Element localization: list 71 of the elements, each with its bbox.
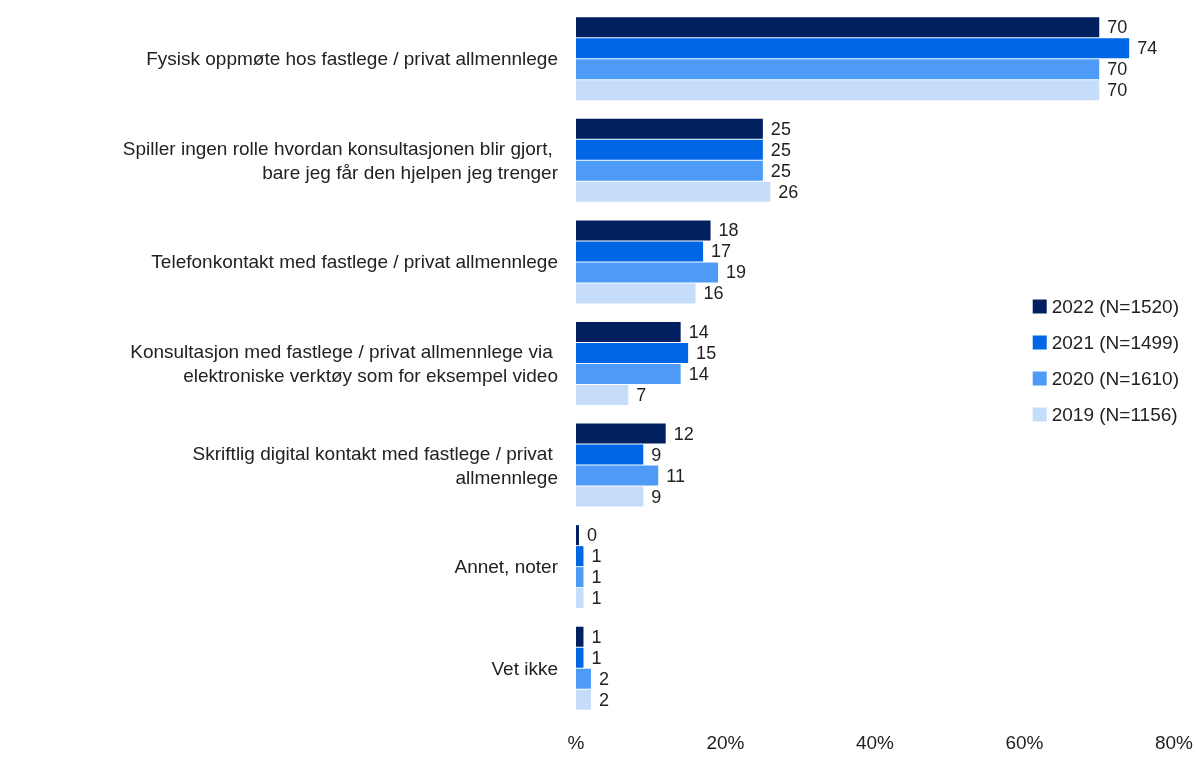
data-label: 70 [1107, 59, 1128, 80]
legend-label: 2020 (N=1610) [1051, 368, 1180, 389]
x-tick-label: % [567, 732, 585, 753]
x-tick-label: 80% [1154, 732, 1194, 753]
data-label: 2 [598, 689, 609, 710]
data-label: 0 [587, 525, 598, 546]
y-tick-label: Konsultasjon med fastlege / privat allmennlege via elektroniske verktøy som for eksempel video [130, 341, 558, 386]
data-label: 1 [591, 588, 602, 609]
data-label: 25 [770, 160, 791, 181]
data-label: 7 [636, 385, 647, 405]
data-label: 25 [770, 118, 791, 139]
bar [576, 364, 681, 384]
data-label: 18 [718, 220, 739, 241]
data-label: 70 [1107, 80, 1128, 101]
y-tick-label: Vet ikke [491, 657, 558, 679]
bar [576, 220, 711, 241]
data-label: 26 [778, 181, 799, 202]
bar [576, 160, 763, 181]
bar [576, 423, 666, 444]
data-label: 19 [726, 262, 747, 283]
bar [576, 322, 681, 342]
bar [576, 668, 591, 689]
bar [576, 647, 584, 668]
bar [576, 283, 696, 304]
data-label: 15 [696, 343, 717, 363]
x-tick-label: 60% [1005, 732, 1044, 753]
bar [576, 486, 644, 507]
bar [576, 17, 1100, 38]
data-label: 1 [591, 647, 602, 668]
data-label: 9 [651, 486, 662, 507]
data-label: 9 [651, 444, 662, 465]
bar [576, 118, 763, 139]
bar [576, 80, 1100, 101]
data-label: 74 [1137, 38, 1158, 59]
bar [576, 139, 763, 160]
bar [576, 241, 704, 262]
data-label: 1 [591, 626, 602, 647]
data-label: 14 [688, 364, 709, 384]
data-label: 70 [1107, 17, 1128, 38]
y-tick-label: Spiller ingen rolle hvordan konsultasjonen blir gjort, bare jeg får den hjelpen jeg trenger [122, 137, 559, 183]
bar [576, 343, 689, 363]
y-tick-label: Annet, noter [454, 556, 559, 578]
legend-label: 2021 (N=1499) [1051, 332, 1180, 353]
y-tick-label: Skriftlig digital kontakt med fastlege / privat allmennlege [192, 442, 558, 488]
bar [576, 546, 584, 567]
bar [576, 689, 591, 710]
bar [576, 38, 1130, 59]
bar [576, 626, 584, 647]
bar [576, 465, 659, 486]
x-tick-label: 40% [855, 732, 895, 753]
legend-label: 2022 (N=1520) [1051, 296, 1180, 317]
bar [576, 385, 629, 405]
x-tick-label: 20% [706, 732, 745, 753]
bar [576, 181, 771, 202]
data-label: 11 [666, 465, 685, 486]
data-label: 12 [673, 423, 694, 444]
data-label: 17 [711, 241, 732, 262]
y-tick-label: Telefonkontakt med fastlege / privat allmennlege [151, 251, 558, 273]
legend-label: 2019 (N=1156) [1051, 404, 1178, 425]
y-tick-label: Fysisk oppmøte hos fastlege / privat allmennlege [146, 48, 558, 70]
bar [576, 59, 1100, 80]
data-label: 16 [703, 283, 724, 304]
bar [576, 567, 584, 588]
data-label: 1 [591, 546, 602, 567]
bar [576, 588, 584, 609]
data-label: 14 [688, 322, 709, 342]
data-label: 1 [591, 567, 602, 588]
bar [576, 262, 719, 283]
data-label: 25 [770, 139, 791, 160]
data-label: 2 [598, 668, 609, 689]
bar [576, 444, 644, 465]
